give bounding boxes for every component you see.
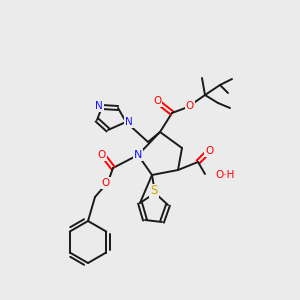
Text: N: N	[125, 117, 133, 127]
Text: O·H: O·H	[215, 170, 234, 180]
Text: O: O	[98, 150, 106, 160]
Text: O: O	[102, 178, 110, 188]
Text: O: O	[153, 96, 161, 106]
Text: N: N	[95, 101, 103, 111]
Text: O: O	[186, 101, 194, 111]
Text: S: S	[150, 184, 158, 197]
Text: N: N	[134, 150, 142, 160]
Text: O: O	[205, 146, 213, 156]
